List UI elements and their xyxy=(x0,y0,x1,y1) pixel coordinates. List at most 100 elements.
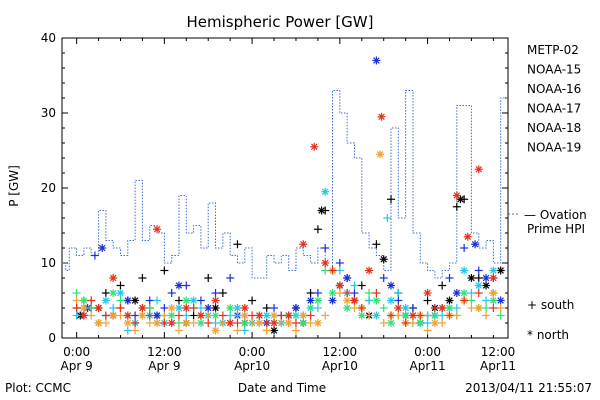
noaa-19-south-point xyxy=(445,311,454,320)
noaa-15-north-point xyxy=(343,274,352,282)
noaa-19-north-point xyxy=(109,274,118,282)
marker-stroke xyxy=(109,289,117,297)
noaa-16-north-point xyxy=(489,266,498,275)
metp-02-south-point xyxy=(160,266,169,275)
noaa-19-north-point xyxy=(394,304,403,312)
marker-stroke xyxy=(475,304,483,312)
marker-stroke xyxy=(490,267,497,274)
marker-legend-south: + south xyxy=(527,298,574,312)
metp-02-south-point xyxy=(116,281,125,290)
noaa-18-south-point xyxy=(189,319,198,327)
noaa-18-south-point xyxy=(248,319,257,327)
x-tick-label-date: Apr10 xyxy=(234,359,270,373)
noaa-15-north-point xyxy=(98,244,107,252)
noaa-16-south-point xyxy=(482,296,491,305)
metp-02-south-point xyxy=(452,202,461,211)
noaa-19-north-point xyxy=(270,319,279,327)
metp-02-south-point xyxy=(313,225,322,234)
noaa-15-south-point xyxy=(226,274,235,282)
marker-stroke xyxy=(241,312,249,319)
noaa-19-north-point xyxy=(310,142,319,151)
marker-stroke xyxy=(321,259,329,267)
marker-stroke xyxy=(285,312,292,319)
marker-stroke xyxy=(124,312,132,319)
noaa-17-north-point xyxy=(211,311,220,320)
noaa-15-north-point xyxy=(452,289,461,297)
noaa-19-south-point xyxy=(430,304,439,312)
noaa-16-north-point xyxy=(401,304,410,312)
noaa-15-south-point xyxy=(131,311,140,320)
noaa-18-south-point xyxy=(467,304,476,312)
marker-stroke xyxy=(482,274,490,282)
marker-stroke xyxy=(431,319,439,327)
marker-stroke xyxy=(212,327,219,334)
noaa-18-north-point xyxy=(182,319,191,327)
noaa-18-south-point xyxy=(482,311,491,320)
noaa-15-south-point xyxy=(445,274,454,282)
marker-stroke xyxy=(256,312,263,319)
metp-02-north-point xyxy=(317,206,326,215)
noaa-15-south-point xyxy=(408,304,417,312)
noaa-17-south-point xyxy=(72,289,81,297)
noaa-19-north-point xyxy=(423,289,432,297)
marker-stroke xyxy=(139,304,146,312)
marker-stroke xyxy=(351,297,358,304)
noaa-19-north-point xyxy=(138,304,147,312)
marker-stroke xyxy=(300,319,307,327)
noaa-19-north-point xyxy=(489,274,498,282)
noaa-19-south-point xyxy=(306,311,315,320)
noaa-16-north-point xyxy=(474,281,483,290)
noaa-18-north-point xyxy=(153,319,162,327)
metp-02-south-point xyxy=(262,304,271,312)
x-tick-label: 12:00 xyxy=(481,345,516,359)
marker-stroke xyxy=(387,319,395,327)
noaa-19-south-point xyxy=(101,311,110,320)
noaa-18-north-point xyxy=(94,319,103,327)
noaa-17-north-point xyxy=(313,296,322,305)
noaa-17-north-point xyxy=(357,311,366,320)
noaa-17-north-point xyxy=(328,289,337,297)
y-tick-label: 10 xyxy=(41,256,56,270)
noaa-18-south-point xyxy=(233,326,242,335)
marker-stroke xyxy=(497,267,504,274)
noaa-18-north-point xyxy=(138,311,147,320)
noaa-19-north-point xyxy=(255,311,264,320)
noaa-19-south-point xyxy=(474,289,483,297)
y-axis-label: P [GW] xyxy=(7,165,21,207)
noaa-17-south-point xyxy=(423,311,432,320)
marker-stroke xyxy=(124,297,132,304)
noaa-15-south-point xyxy=(211,289,220,297)
noaa-19-north-point xyxy=(452,191,461,200)
noaa-19-south-point xyxy=(131,319,140,327)
marker-stroke xyxy=(183,319,190,327)
marker-stroke xyxy=(314,319,322,327)
noaa-19-south-point xyxy=(189,304,198,312)
noaa-19-south-point xyxy=(387,311,396,320)
chart-title: Hemispheric Power [GW] xyxy=(187,13,374,31)
noaa-16-south-point xyxy=(452,304,461,312)
noaa-19-south-point xyxy=(87,296,96,305)
noaa-17-north-point xyxy=(79,296,88,305)
noaa-19-north-point xyxy=(123,311,132,320)
noaa-19-south-point xyxy=(116,304,125,312)
noaa-17-south-point xyxy=(87,304,96,312)
noaa-16-north-point xyxy=(101,296,110,305)
y-tick-label: 30 xyxy=(41,106,56,120)
noaa-17-north-point xyxy=(299,319,308,327)
noaa-15-south-point xyxy=(145,296,154,305)
x-tick-label-date: Apr 9 xyxy=(61,359,93,373)
marker-stroke xyxy=(292,304,300,312)
marker-stroke xyxy=(387,282,395,289)
noaa-19-north-point xyxy=(299,240,308,249)
x-tick-label: 12:00 xyxy=(323,345,358,359)
marker-stroke xyxy=(175,282,183,289)
metp-02-south-point xyxy=(474,274,483,282)
noaa-19-north-point xyxy=(350,296,359,305)
noaa-16-north-point xyxy=(372,311,381,320)
marker-stroke xyxy=(270,319,278,327)
marker-stroke xyxy=(80,312,88,319)
marker-stroke xyxy=(343,304,351,312)
noaa-19-north-point xyxy=(196,311,205,320)
marker-stroke xyxy=(402,312,409,319)
y-tick-label: 20 xyxy=(41,181,56,195)
